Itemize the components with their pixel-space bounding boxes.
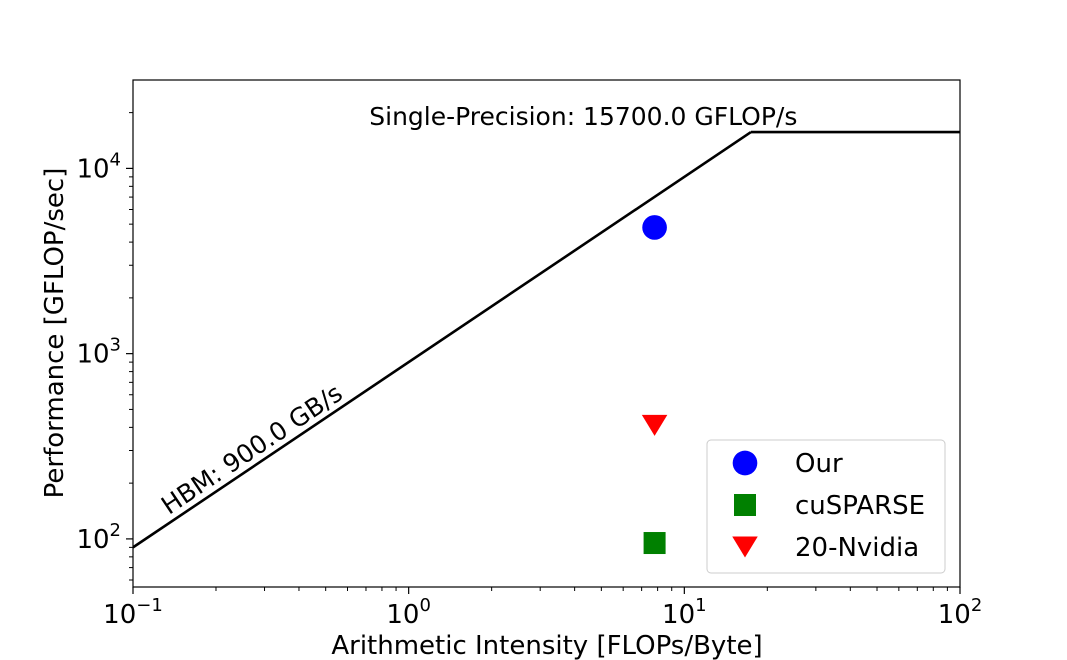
- x-axis-label: Arithmetic Intensity [FLOPs/Byte]: [331, 631, 762, 660]
- legend-label-20-nvidia: 20-Nvidia: [795, 533, 919, 563]
- y-tick-label: 102: [76, 520, 121, 555]
- legend-marker-cusparse: [734, 494, 756, 516]
- plot-frame: [132, 79, 961, 588]
- roofline-layer: [133, 130, 960, 549]
- bandwidth-roof-line: [133, 131, 752, 549]
- legend-label-cusparse: cuSPARSE: [795, 491, 925, 521]
- y-axis-ticks: 102 103 104: [76, 112, 133, 581]
- legend-box: [706, 439, 946, 574]
- legend-marker-our: [732, 450, 758, 476]
- data-point-20-nvidia: [641, 414, 668, 436]
- x-tick-label: 101: [662, 595, 707, 630]
- y-tick-label: 104: [76, 149, 121, 184]
- legend-label-our: Our: [795, 449, 843, 479]
- peak-annotation: Single-Precision: 15700.0 GFLOP/s: [369, 102, 797, 131]
- x-axis-ticks: 10−1 100 101 102: [103, 587, 982, 630]
- bandwidth-annotation: HBM: 900.0 GB/s: [156, 378, 348, 520]
- legend-marker-20-nvidia: [732, 536, 758, 558]
- legend: Our cuSPARSE 20-Nvidia: [706, 439, 946, 574]
- x-tick-label: 10−1: [103, 595, 163, 630]
- y-tick-label: 103: [76, 335, 121, 370]
- data-point-cusparse: [643, 532, 666, 555]
- data-point-our: [642, 215, 667, 240]
- x-tick-label: 100: [386, 595, 431, 630]
- x-tick-label: 102: [938, 595, 983, 630]
- data-points-layer: [641, 215, 668, 555]
- y-axis-label: Performance [GFLOP/sec]: [40, 168, 70, 499]
